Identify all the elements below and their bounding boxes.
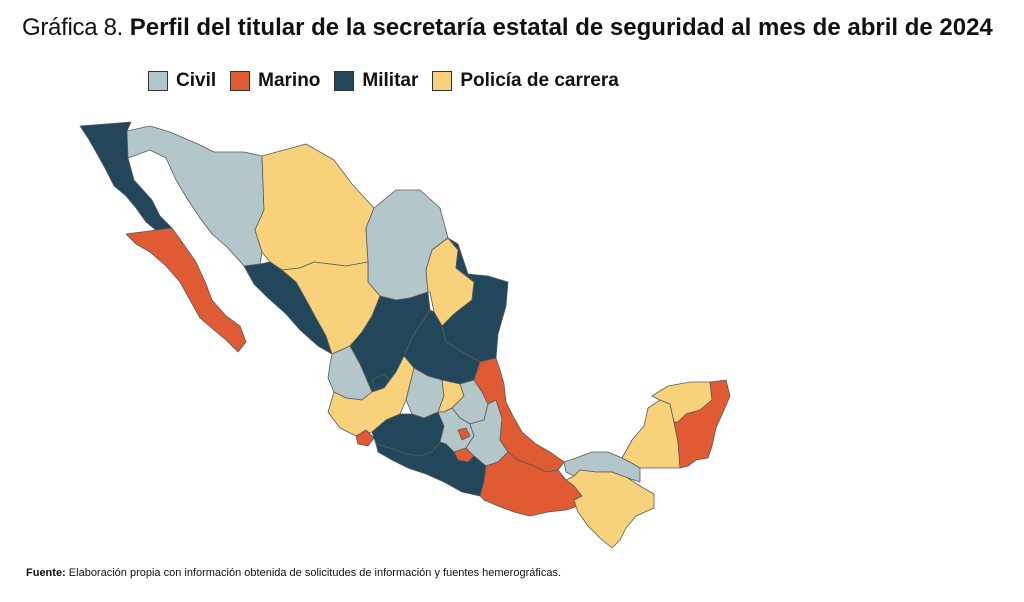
state-ciudad-de-mexico[interactable]	[457, 427, 471, 441]
legend-item-civil: Civil	[148, 70, 216, 92]
title-main: Perfil del titular de la secretaría esta…	[129, 14, 993, 41]
states-layer	[79, 121, 731, 549]
legend-item-policia: Policía de carrera	[432, 70, 619, 92]
legend-swatch-civil	[148, 71, 168, 91]
legend-swatch-militar	[334, 71, 355, 91]
legend-swatch-marino	[230, 71, 251, 91]
source-label: Fuente:	[26, 567, 66, 579]
legend: Civil Marino Militar Policía de carrera	[148, 70, 623, 92]
state-colima[interactable]	[355, 429, 375, 447]
source-text: Elaboración propia con información obten…	[68, 567, 562, 579]
title-lead: Gráfica 8.	[22, 14, 124, 41]
legend-item-militar: Militar	[334, 70, 418, 92]
legend-label-militar: Militar	[362, 70, 419, 91]
source-note: Fuente: Elaboración propia con informaci…	[26, 567, 561, 579]
chart-title: Gráfica 8. Perfil del titular de la secr…	[22, 16, 1012, 40]
legend-swatch-policia	[432, 71, 453, 91]
state-baja-california-sur[interactable]	[125, 227, 247, 353]
legend-item-marino: Marino	[230, 70, 320, 92]
state-quintana-roo[interactable]	[673, 379, 731, 469]
legend-label-marino: Marino	[258, 70, 321, 91]
legend-label-policia: Policía de carrera	[460, 70, 619, 91]
legend-label-civil: Civil	[176, 70, 217, 91]
state-chihuahua[interactable]	[254, 143, 375, 271]
state-chiapas[interactable]	[565, 469, 655, 549]
state-guerrero[interactable]	[375, 441, 487, 497]
